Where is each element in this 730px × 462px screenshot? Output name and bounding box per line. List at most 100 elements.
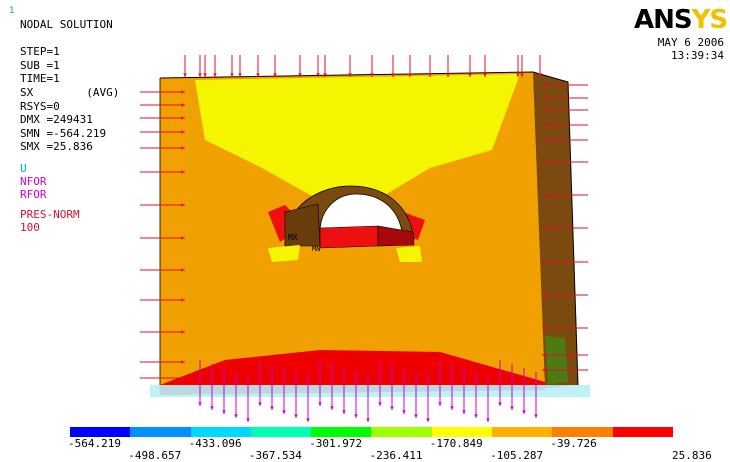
pressure-arrow-top-head <box>323 73 327 77</box>
rsys-value: RSYS=0 <box>20 99 60 113</box>
reaction-arrow-head <box>258 402 262 406</box>
pressure-arrow-right-head <box>542 260 546 264</box>
pressure-arrow-right-head <box>542 108 546 112</box>
mx-label: MX <box>288 233 298 242</box>
pressure-arrow-left-head <box>181 268 185 272</box>
pressure-arrow-right-head <box>542 123 546 127</box>
pressure-arrow-top-head <box>468 73 472 77</box>
pressure-arrow-right-head <box>542 83 546 87</box>
pressure-arrow-top-head <box>273 73 277 77</box>
tunnel-lining-side <box>284 203 321 247</box>
red-stress-zone <box>160 350 545 395</box>
symbol-legend: U NFOR RFOR PRES-NORM 100 <box>20 162 80 234</box>
color-segment-9 <box>552 427 613 437</box>
reaction-arrow-head <box>534 414 538 418</box>
reaction-arrow-head <box>354 414 358 418</box>
mn-label: MN <box>312 245 320 253</box>
color-segment-3 <box>190 427 251 437</box>
timestamp-time: 13:39:34 <box>671 49 724 62</box>
pressure-arrow-top-head <box>230 73 234 77</box>
pressure-arrow-top-head <box>183 73 187 77</box>
tick-label-top-2: -433.096 <box>188 437 242 450</box>
pressure-arrow-top-head <box>391 73 395 77</box>
tick-label-bottom-5: 25.836 <box>672 449 712 462</box>
reaction-arrow-head <box>378 402 382 406</box>
smn-value: SMN =-564.219 <box>20 126 107 140</box>
reaction-arrow-head <box>246 418 250 422</box>
pressure-arrow-right-head <box>542 160 546 164</box>
logo-tail: YS <box>691 5 729 35</box>
pressure-arrow-right-head <box>542 226 546 230</box>
pressure-arrow-left-head <box>181 376 185 380</box>
reaction-arrow-head <box>306 418 310 422</box>
tick-label-top-1: -564.219 <box>68 437 121 450</box>
ansys-logo: ANSYS <box>634 5 729 35</box>
reaction-arrow-head <box>522 410 526 414</box>
result-item: SX (AVG) <box>20 85 120 99</box>
pressure-arrow-top-head <box>370 73 374 77</box>
tunnel-floor <box>319 225 379 249</box>
reaction-arrow-head <box>510 406 514 410</box>
reaction-arrow-head <box>450 406 454 410</box>
timestamp-date: MAY 6 2006 <box>657 36 724 49</box>
window-number: 1 <box>9 6 15 16</box>
reaction-arrow-head <box>474 414 478 418</box>
color-segment-1 <box>70 427 131 437</box>
reaction-arrow-head <box>294 414 298 418</box>
pressure-arrow-right-head <box>542 193 546 197</box>
pressure-arrow-top-head <box>516 73 520 77</box>
pressure-arrow-right-head <box>542 326 546 330</box>
color-segment-10 <box>612 427 673 437</box>
color-segment-2 <box>130 427 191 437</box>
color-segment-5 <box>311 427 372 437</box>
pressure-arrow-left-head <box>181 116 185 120</box>
tick-label-bottom-1: -498.657 <box>128 449 182 462</box>
pressure-arrow-top-head <box>483 73 487 77</box>
reaction-arrow-head <box>498 402 502 406</box>
pressure-arrow-top-head <box>298 73 302 77</box>
pressure-arrow-top-head <box>538 73 542 77</box>
reaction-arrow-head <box>234 414 238 418</box>
reaction-arrow-head <box>210 406 214 410</box>
pressure-arrow-right-head <box>542 293 546 297</box>
reaction-arrow-head <box>318 402 322 406</box>
reaction-arrow-head <box>438 402 442 406</box>
reaction-arrow-head <box>462 410 466 414</box>
legend-pres-value: 100 <box>20 220 40 234</box>
tunnel-floor-side <box>377 225 415 247</box>
pressure-arrow-right-head <box>542 368 546 372</box>
pressure-arrow-top-head <box>316 73 320 77</box>
pressure-arrow-top-head <box>203 73 207 77</box>
yellow-patch-left <box>268 245 300 262</box>
yellow-stress-zone <box>195 74 520 210</box>
pressure-arrow-top-head <box>408 73 412 77</box>
legend-pres: PRES-NORM <box>20 207 80 221</box>
yellow-patch-right <box>396 246 422 262</box>
pressure-arrow-top-head <box>238 73 242 77</box>
pressure-arrow-top-head <box>428 73 432 77</box>
pressure-arrow-left-head <box>181 236 185 240</box>
reaction-arrow-head <box>414 414 418 418</box>
reaction-arrow-head <box>486 418 490 422</box>
time-value: TIME=1 <box>20 72 60 86</box>
pressure-arrow-top-head <box>446 73 450 77</box>
reaction-arrow-head <box>402 410 406 414</box>
legend-rfor: RFOR <box>20 188 47 202</box>
tick-label-top-3: -301.972 <box>309 437 363 450</box>
timestamp: MAY 6 2006 13:39:34 <box>658 36 724 62</box>
tick-label-bottom-3: -236.411 <box>369 449 423 462</box>
sub-value: SUB =1 <box>20 58 60 72</box>
reaction-arrow-head <box>270 406 274 410</box>
contour-color-bar <box>70 427 673 437</box>
color-segment-4 <box>250 427 312 437</box>
pressure-arrow-left-head <box>181 90 185 94</box>
reaction-arrow-head <box>222 410 226 414</box>
pressure-arrow-left-head <box>181 360 185 364</box>
step-value: STEP=1 <box>20 45 60 59</box>
pressure-arrow-left-head <box>181 170 185 174</box>
logo-main: ANS <box>634 5 693 35</box>
side-face-shade <box>545 336 568 384</box>
pressure-arrow-top-head <box>213 73 217 77</box>
pressure-arrow-left-head <box>181 298 185 302</box>
